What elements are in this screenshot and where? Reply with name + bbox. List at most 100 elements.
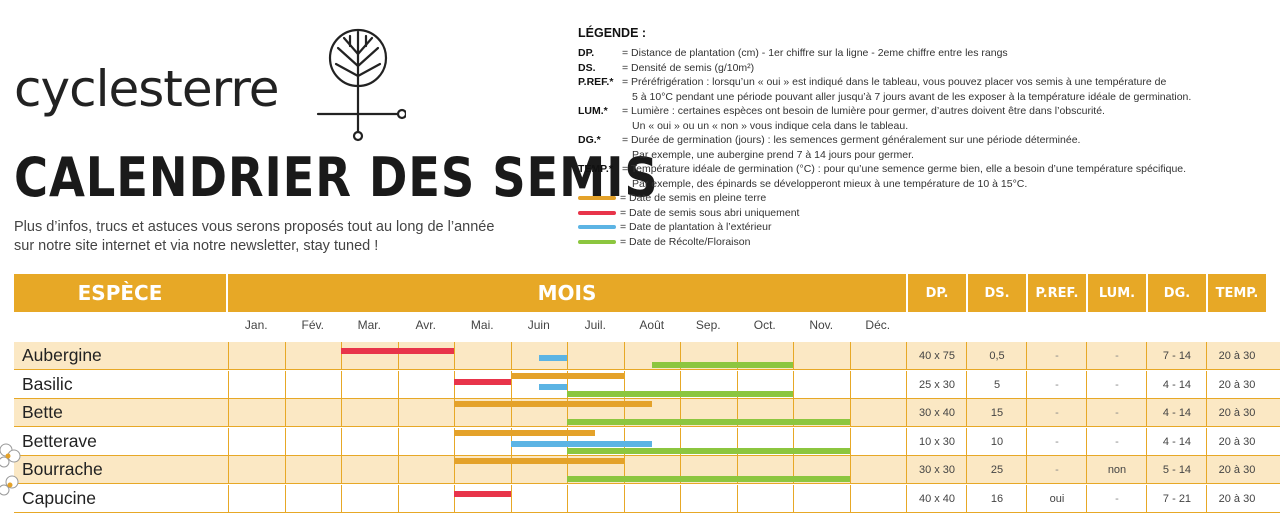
grid-line [623,399,625,427]
row-separator [14,397,1280,399]
header-pref: P.REF. [1028,274,1086,312]
month-labels: Jan. Fév. Mar. Avr. Mai. Juin Juil. Août Sep. Oct… [228,318,906,338]
calendar-bar-pleine-terre [510,372,624,379]
grid-line [1206,427,1207,456]
cell-dg: 4 - 14 [1162,407,1192,419]
grid-line [567,456,568,484]
grid-line [966,427,967,456]
grid-line [397,370,399,399]
grid-line [849,456,851,484]
cell-temp: 20 à 30 [1218,378,1256,391]
grid-line [1026,456,1027,484]
grid-line [397,399,399,427]
page-title: CALENDRIER DES SEMIS [14,146,659,209]
grid-line [680,427,681,456]
grid-line [228,370,229,399]
grid-line [793,342,794,370]
grid-line [567,399,568,427]
legend-bar-item: = Date de semis sous abri uniquement [578,206,1278,221]
grid-line [228,342,229,370]
grid-line [1086,370,1087,399]
legend-bar-label: = Date de Récolte/Floraison [620,235,751,248]
cell-dp: 30 x 40 [918,407,956,419]
grid-line [849,370,851,399]
grid-line [510,456,512,484]
grid-line [736,342,738,370]
cell-lum: - [1115,350,1119,362]
grid-line [454,456,455,484]
grid-line [623,342,625,370]
calendar-bar-recolte [567,476,850,482]
calendar-bar-pleine-terre [454,458,624,464]
grid-line [567,484,568,513]
grid-line [284,456,286,484]
row-separator [14,426,1280,427]
cell-pref: - [1055,435,1059,448]
legend-key: DP. [578,47,595,59]
cell-dg: 5 - 14 [1162,464,1192,476]
cell-lum: - [1115,492,1119,505]
row-separator [14,369,1280,370]
calendar-bar-plantation [538,355,567,361]
grid-line [793,484,794,513]
grid-line [1026,427,1027,456]
grid-line [736,399,738,427]
grid-line [736,427,738,456]
logo: cyclesterre [14,18,406,142]
cell-dp: 40 x 75 [918,350,956,362]
grid-line [793,456,794,484]
grid-line [1206,342,1207,370]
species-name: Bourrache [22,459,103,479]
grid-line [397,342,399,370]
month-label: Juin [527,318,550,332]
grid-line [966,370,967,399]
month-label: Sep. [695,318,721,332]
legend-item-temp: TEMP.* = Température idéale de germinati… [578,162,1278,191]
grid-line [454,370,455,399]
grid-line [623,456,625,484]
grid-line [510,484,512,513]
cell-pref: - [1055,407,1059,419]
legend-bar-item: = Date de Récolte/Floraison [578,235,1278,250]
month-label: Fév. [301,318,324,332]
grid-line [228,484,229,513]
month-label: Oct. [753,318,776,332]
month-label: Nov. [809,318,834,332]
species-name: Betterave [22,430,97,451]
header-ds: DS. [968,274,1026,312]
legend-swatch [578,210,616,215]
legend-bar-item: = Date de semis en pleine terre [578,191,1278,206]
cell-temp: 20 à 30 [1218,435,1256,448]
grid-line [966,484,967,513]
grid-line [341,484,342,513]
grid-line [906,399,907,427]
grid-line [680,342,681,370]
grid-line [1146,399,1147,427]
grid-line [1206,370,1207,399]
grid-line [966,456,967,484]
legend-desc: = Préréfrigération : lorsqu’un « oui » e… [622,76,1167,88]
grid-line [397,456,399,484]
row-separator [14,483,1280,484]
legend-item-lum: LUM.* = Lumière : certaines espèces ont … [578,104,1278,133]
month-label: Août [639,318,665,332]
legend-item-ds: DS. = Densité de semis (g/10m²) [578,61,1278,76]
grid-line [1206,399,1207,427]
grid-line [1026,342,1027,370]
grid-line [1086,342,1087,370]
cell-dp: 30 x 30 [918,464,956,476]
legend-desc: Un « oui » ou un « non » vous indique ce… [632,119,909,132]
grid-line [1086,484,1087,513]
cell-temp: 20 à 30 [1218,407,1256,419]
row-separator [14,454,1280,456]
calendar-bar-recolte [567,419,850,425]
calendar-bar-abri [341,348,454,354]
legend-item-dp: DP. = Distance de plantation (cm) - 1er … [578,46,1278,61]
legend-swatch [578,196,616,201]
grid-line [906,484,907,513]
header-dg: DG. [1148,274,1206,312]
grid-line [1026,399,1027,427]
grid-line [906,427,907,456]
legend-title: LÉGENDE : [578,26,647,40]
cell-pref: - [1055,464,1059,476]
